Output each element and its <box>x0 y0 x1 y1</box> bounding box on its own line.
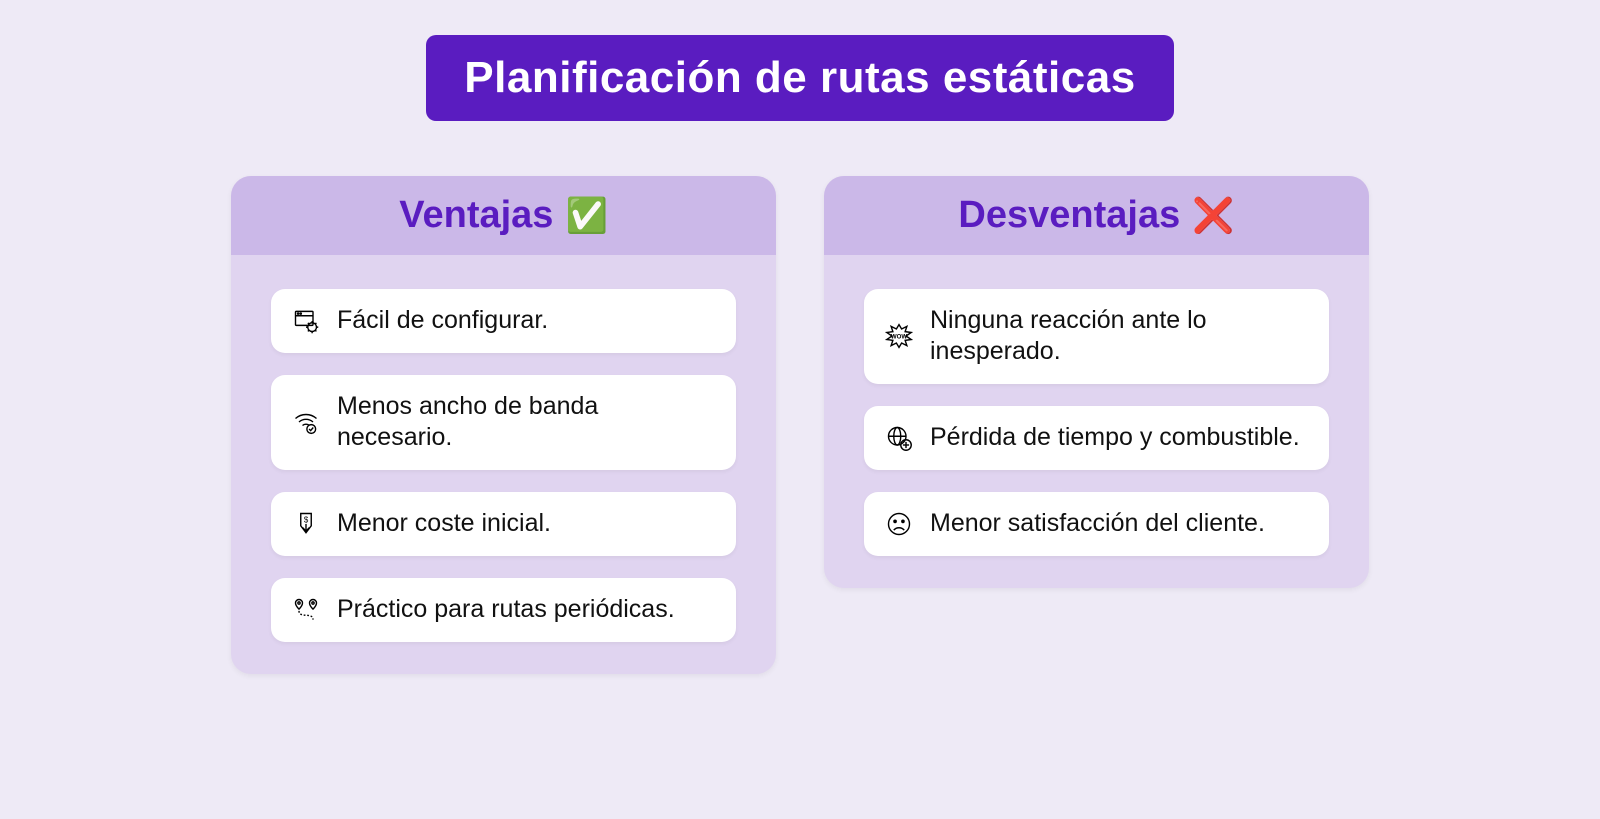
list-item: Menos ancho de banda necesario. <box>271 375 736 470</box>
wow-burst-icon: WOW <box>884 321 914 351</box>
advantages-card: Ventajas ✅ Fácil de configurar. Menos an… <box>231 176 776 674</box>
cross-emoji-icon: ❌ <box>1192 196 1234 236</box>
wifi-check-icon <box>291 407 321 437</box>
list-item: Práctico para rutas periódicas. <box>271 578 736 642</box>
list-item-text: Práctico para rutas periódicas. <box>337 594 675 625</box>
list-item: $ Menor coste inicial. <box>271 492 736 556</box>
list-item-text: Menor satisfacción del cliente. <box>930 508 1265 539</box>
advantages-header: Ventajas ✅ <box>231 176 776 255</box>
disadvantages-card: Desventajas ❌ WOW Ninguna reacción ante … <box>824 176 1369 588</box>
list-item-text: Menor coste inicial. <box>337 508 551 539</box>
svg-text:$: $ <box>304 515 309 524</box>
advantages-items: Fácil de configurar. Menos ancho de band… <box>231 255 776 642</box>
page-title: Planificación de rutas estáticas <box>426 35 1173 121</box>
list-item: Menor satisfacción del cliente. <box>864 492 1329 556</box>
route-pins-icon <box>291 595 321 625</box>
list-item-text: Menos ancho de banda necesario. <box>337 391 716 454</box>
list-item-text: Fácil de configurar. <box>337 305 548 336</box>
settings-window-icon <box>291 306 321 336</box>
globe-plus-icon <box>884 423 914 453</box>
advantages-header-text: Ventajas <box>399 194 553 237</box>
disadvantages-items: WOW Ninguna reacción ante lo inesperado.… <box>824 255 1369 556</box>
sad-face-icon <box>884 509 914 539</box>
disadvantages-header-text: Desventajas <box>958 194 1180 237</box>
list-item: Fácil de configurar. <box>271 289 736 353</box>
disadvantages-header: Desventajas ❌ <box>824 176 1369 255</box>
page-title-text: Planificación de rutas estáticas <box>464 53 1135 102</box>
list-item-text: Ninguna reacción ante lo inesperado. <box>930 305 1309 368</box>
list-item-text: Pérdida de tiempo y combustible. <box>930 422 1300 453</box>
check-emoji-icon: ✅ <box>565 196 607 236</box>
list-item: WOW Ninguna reacción ante lo inesperado. <box>864 289 1329 384</box>
svg-text:WOW: WOW <box>891 334 908 341</box>
list-item: Pérdida de tiempo y combustible. <box>864 406 1329 470</box>
price-down-icon: $ <box>291 509 321 539</box>
columns-container: Ventajas ✅ Fácil de configurar. Menos an… <box>231 176 1369 674</box>
